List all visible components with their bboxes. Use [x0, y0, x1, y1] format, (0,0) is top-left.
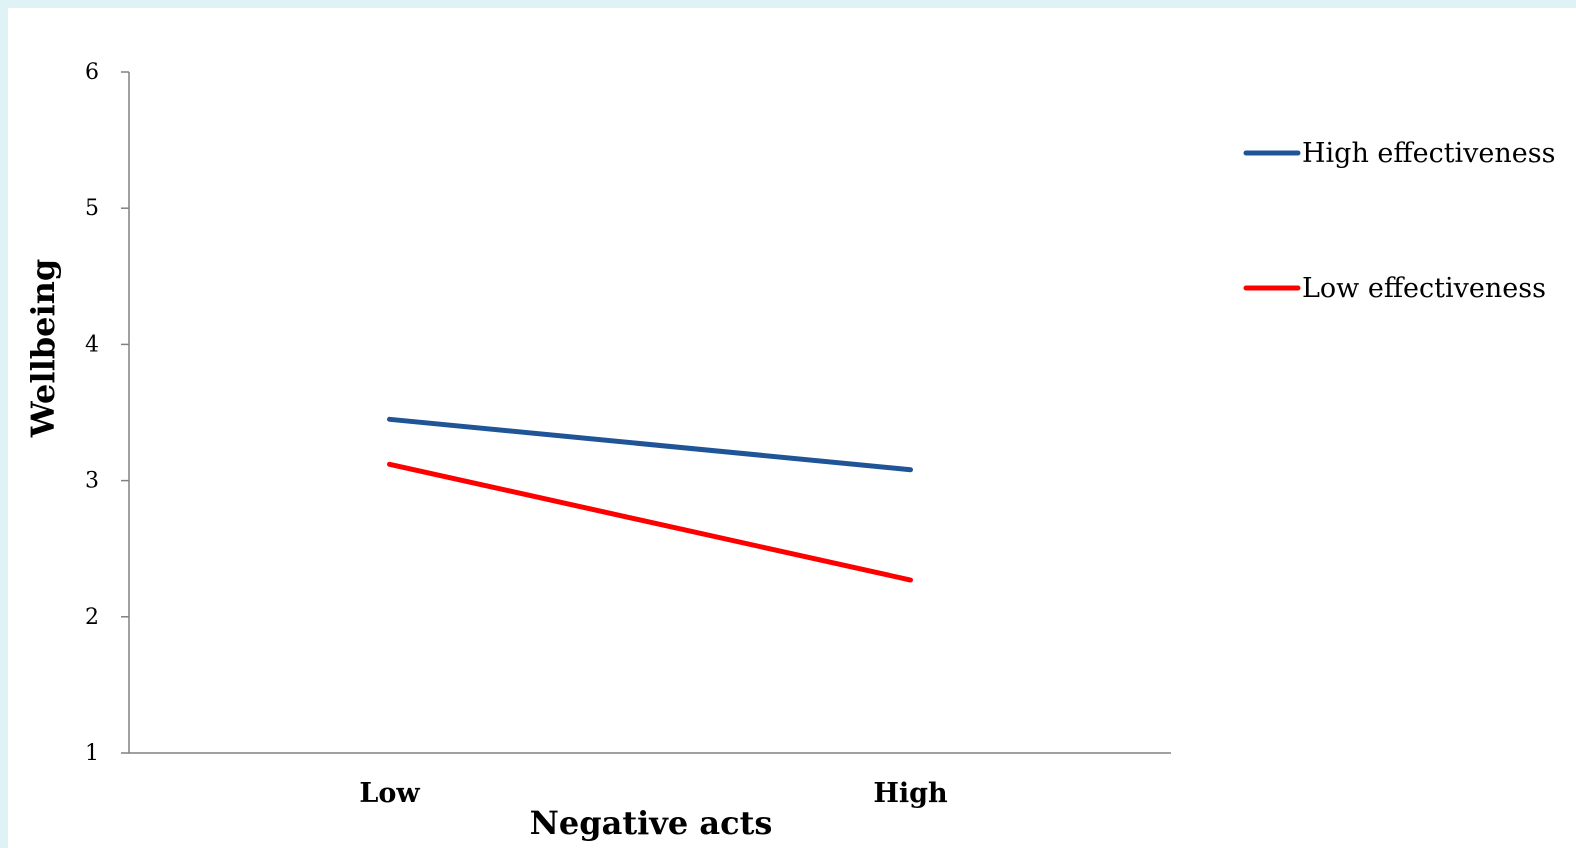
- x-axis: Low High: [129, 752, 1171, 809]
- y-tick-label: 5: [85, 196, 99, 221]
- legend-label: High effectiveness: [1302, 138, 1556, 169]
- y-tick-label: 3: [85, 469, 99, 494]
- y-tick-label: 6: [85, 60, 99, 85]
- y-axis-title: Wellbeing: [24, 259, 62, 439]
- series-layer: [387, 416, 913, 583]
- legend-label: Low effectiveness: [1302, 273, 1546, 304]
- line-chart: 1 2 3 4 5 6 Low High High effectiveness Low eff…: [24, 60, 1556, 842]
- y-tick-label: 4: [85, 332, 99, 357]
- legend: High effectiveness Low effectiveness: [1243, 138, 1556, 304]
- x-axis-title: Negative acts: [530, 804, 773, 842]
- x-tick-label: High: [873, 778, 948, 809]
- chart-area: 1 2 3 4 5 6 Low High High effectiveness Low eff…: [8, 8, 1576, 848]
- series-line-0: [387, 416, 913, 473]
- x-tick-label: Low: [359, 778, 420, 809]
- y-tick-label: 1: [85, 741, 99, 766]
- y-tick-label: 2: [85, 605, 99, 630]
- series-line-1: [387, 461, 913, 583]
- y-axis: 1 2 3 4 5 6: [85, 60, 130, 766]
